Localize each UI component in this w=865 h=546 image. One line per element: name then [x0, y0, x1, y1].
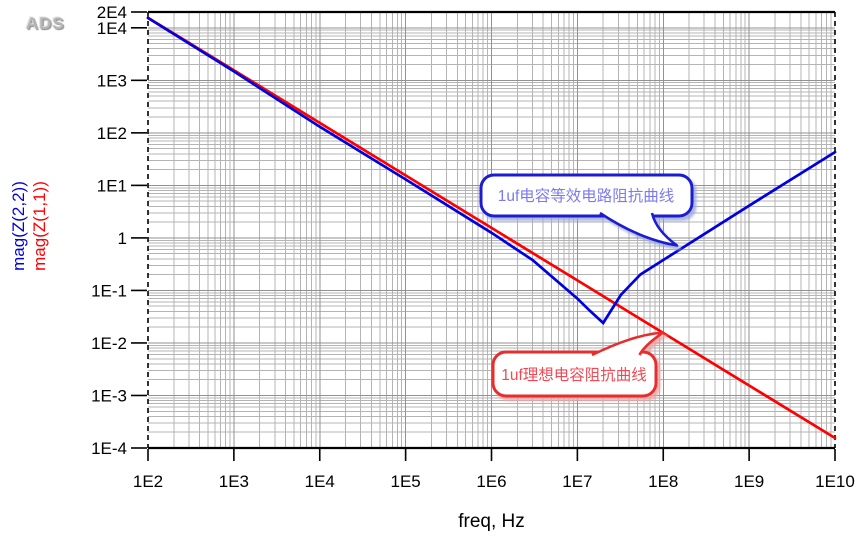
y-tick-label: 1E2: [97, 124, 127, 143]
y-axis-series-label-magz11: mag(Z(1,1)): [30, 181, 49, 271]
callout-equivalent-circuit-bubble[interactable]: [479, 173, 694, 218]
callout-layer: [479, 173, 694, 398]
callout-equivalent-circuit[interactable]: [479, 173, 694, 247]
curve-magz11[interactable]: [146, 16, 837, 440]
callout-ideal-capacitor-tail: [591, 331, 665, 357]
x-axis-title: freq, Hz: [458, 511, 525, 532]
x-tick-label: 1E7: [562, 472, 592, 491]
y-tick-label: 1E-3: [91, 386, 127, 405]
curve-magz22[interactable]: [146, 16, 837, 326]
x-tick-label: 1E3: [219, 472, 249, 491]
callout-ideal-capacitor-bubble[interactable]: [491, 350, 658, 398]
y-tick-label: 1E-1: [91, 281, 127, 300]
x-tick-label: 1E6: [476, 472, 506, 491]
callout-equivalent-circuit-tail: [599, 211, 679, 247]
y-tick-label: 2E4: [97, 3, 127, 22]
y-tick-label: 1E-4: [91, 439, 127, 458]
x-tick-label: 1E4: [305, 472, 335, 491]
x-tick-label: 1E5: [391, 472, 421, 491]
ads-logo: ADS: [26, 14, 65, 33]
curves-layer: [146, 16, 837, 440]
y-tick-label: 1E-2: [91, 334, 127, 353]
y-tick-label: 1E1: [97, 176, 127, 195]
x-tick-label: 1E10: [815, 472, 855, 491]
callout-equivalent-circuit-text[interactable]: 1uf电容等效电路阻抗曲线: [498, 187, 675, 205]
callout-ideal-capacitor[interactable]: [491, 331, 665, 398]
y-tick-label: 1E3: [97, 71, 127, 90]
x-tick-label: 1E9: [734, 472, 764, 491]
callout-ideal-capacitor-text[interactable]: 1uf理想电容阻抗曲线: [501, 366, 647, 384]
y-tick-label: 1E4: [97, 19, 127, 38]
y-tick-label: 1: [118, 229, 127, 248]
x-tick-label: 1E8: [648, 472, 678, 491]
x-tick-label: 1E2: [133, 472, 163, 491]
y-axis-series-label-magz22: mag(Z(2,2)): [9, 181, 28, 271]
